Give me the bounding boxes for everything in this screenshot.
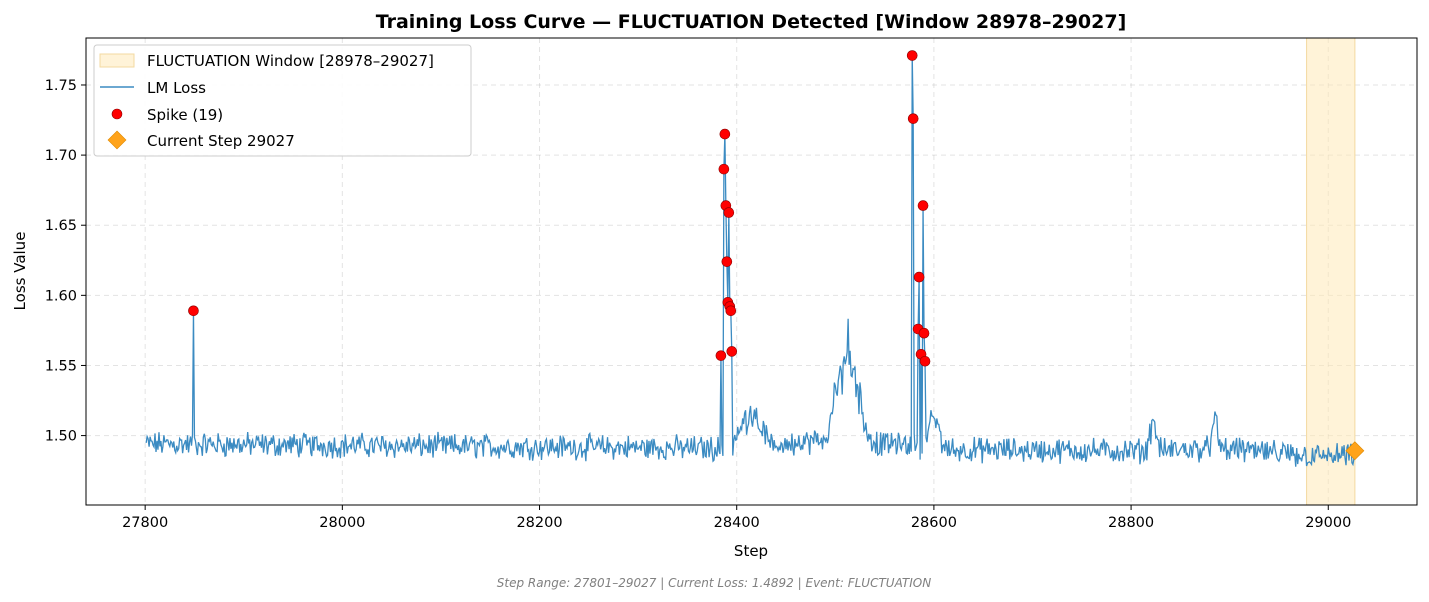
legend-spike-label: Spike (19) — [147, 106, 223, 124]
legend-current-swatch — [107, 130, 127, 150]
plot-frame — [85, 37, 1418, 506]
y-axis-label: Loss Value — [11, 232, 29, 311]
legend-window-label: FLUCTUATION Window [28978–29027] — [147, 52, 434, 70]
y-axis-ticks: 1.50 1.55 1.60 1.65 1.70 1.75 — [45, 78, 86, 445]
spike-marker — [918, 327, 930, 339]
spike-marker — [723, 207, 735, 218]
x-tick-label: 28800 — [1108, 515, 1154, 531]
spike-marker — [188, 305, 199, 317]
spike-marker — [917, 200, 929, 211]
x-tick-label: 28400 — [714, 515, 760, 531]
legend-window-swatch — [99, 53, 135, 68]
legend: FLUCTUATION Window [28978–29027] LM Loss… — [93, 44, 472, 157]
chart-title: Training Loss Curve — FLUCTUATION Detect… — [376, 11, 1127, 33]
spike-marker — [719, 128, 731, 140]
spike-marker — [906, 50, 918, 61]
spike-marker — [715, 350, 727, 361]
y-tick-label: 1.60 — [45, 288, 77, 304]
current-step-layer — [1345, 441, 1365, 461]
legend-box — [93, 44, 472, 157]
x-tick-label: 29000 — [1305, 515, 1351, 531]
y-tick-label: 1.75 — [45, 78, 77, 94]
legend-loss-label: LM Loss — [147, 79, 206, 97]
y-tick-label: 1.55 — [45, 358, 77, 374]
x-axis-ticks: 27800 28000 28200 28400 28600 28800 29000 — [122, 505, 1351, 531]
fluctuation-window-band — [1306, 37, 1356, 506]
current-step-marker — [1345, 441, 1365, 461]
x-tick-label: 28000 — [319, 515, 365, 531]
y-tick-label: 1.70 — [45, 148, 77, 164]
x-tick-label: 28200 — [516, 515, 562, 531]
x-tick-label: 28600 — [911, 515, 957, 531]
spike-marker — [919, 355, 931, 367]
spike-marker — [725, 305, 737, 317]
x-tick-label: 27800 — [122, 515, 168, 531]
y-tick-label: 1.50 — [45, 429, 77, 445]
spike-markers — [188, 50, 931, 367]
footer-summary: Step Range: 27801–29027 | Current Loss: … — [497, 576, 931, 590]
spike-marker — [718, 163, 730, 175]
spike-marker — [721, 256, 733, 267]
y-tick-label: 1.65 — [45, 218, 77, 234]
x-axis-label: Step — [734, 542, 768, 560]
legend-spike-swatch — [111, 108, 123, 120]
spike-marker — [726, 346, 738, 357]
lm-loss-line — [145, 55, 1356, 467]
legend-current-label: Current Step 29027 — [147, 132, 295, 150]
spike-marker — [913, 271, 925, 283]
spike-marker — [907, 113, 919, 124]
